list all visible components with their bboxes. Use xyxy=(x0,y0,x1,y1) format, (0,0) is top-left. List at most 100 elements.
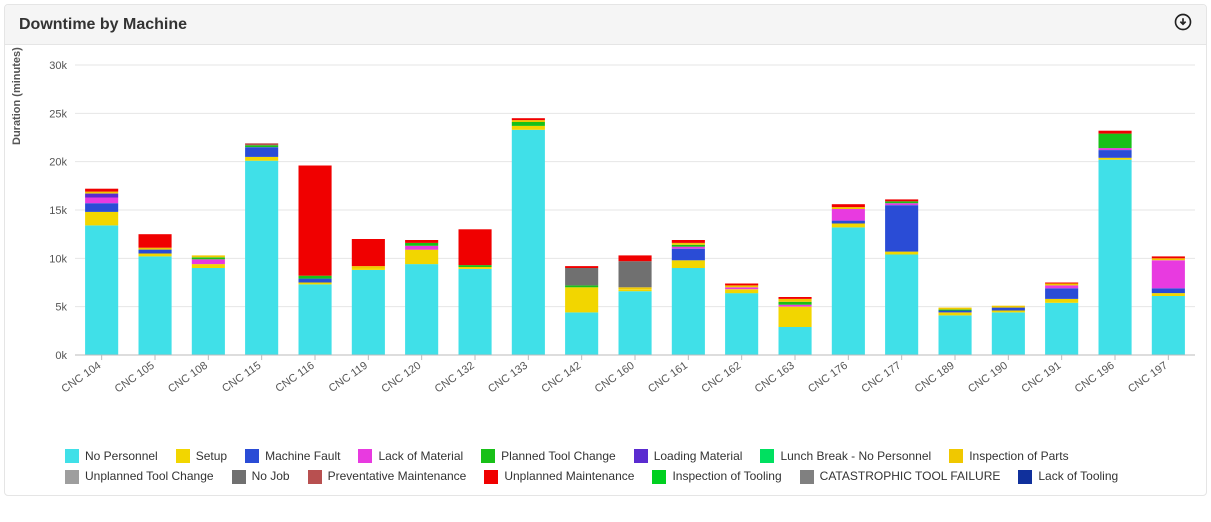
bar-segment[interactable] xyxy=(672,247,705,249)
bar-segment[interactable] xyxy=(512,122,545,126)
bar-segment[interactable] xyxy=(832,221,865,224)
bar-segment[interactable] xyxy=(885,252,918,255)
bar-segment[interactable] xyxy=(885,201,918,203)
bar-segment[interactable] xyxy=(512,130,545,355)
bar-segment[interactable] xyxy=(1045,299,1078,303)
bar-segment[interactable] xyxy=(779,299,812,302)
legend-item[interactable]: Setup xyxy=(176,446,227,466)
bar-segment[interactable] xyxy=(192,257,225,259)
bar-segment[interactable] xyxy=(619,289,652,291)
bar-segment[interactable] xyxy=(459,267,492,269)
bar-segment[interactable] xyxy=(565,287,598,312)
bar-segment[interactable] xyxy=(1045,283,1078,284)
bar-segment[interactable] xyxy=(1099,160,1132,355)
bar-segment[interactable] xyxy=(619,261,652,287)
bar-segment[interactable] xyxy=(1152,258,1185,260)
bar-segment[interactable] xyxy=(992,311,1025,313)
bar-segment[interactable] xyxy=(1045,285,1078,288)
bar-segment[interactable] xyxy=(672,240,705,243)
bar-segment[interactable] xyxy=(405,264,438,355)
bar-segment[interactable] xyxy=(1152,293,1185,296)
bar-segment[interactable] xyxy=(939,315,972,355)
bar-segment[interactable] xyxy=(512,118,545,120)
bar-segment[interactable] xyxy=(1152,296,1185,355)
bar-segment[interactable] xyxy=(939,313,972,316)
bar-segment[interactable] xyxy=(1099,131,1132,134)
bar-segment[interactable] xyxy=(192,259,225,264)
bar-segment[interactable] xyxy=(405,243,438,246)
bar-segment[interactable] xyxy=(299,284,332,355)
bar-segment[interactable] xyxy=(139,256,172,355)
bar-segment[interactable] xyxy=(672,268,705,355)
bar-segment[interactable] xyxy=(139,234,172,248)
bar-segment[interactable] xyxy=(565,285,598,287)
bar-segment[interactable] xyxy=(192,264,225,268)
bar-segment[interactable] xyxy=(1045,284,1078,286)
bar-segment[interactable] xyxy=(192,255,225,257)
bar-segment[interactable] xyxy=(885,255,918,356)
bar-segment[interactable] xyxy=(85,212,118,226)
bar-segment[interactable] xyxy=(619,255,652,261)
bar-segment[interactable] xyxy=(405,246,438,250)
bar-segment[interactable] xyxy=(139,250,172,254)
legend-item[interactable]: Lunch Break - No Personnel xyxy=(760,446,931,466)
bar-segment[interactable] xyxy=(1152,256,1185,258)
bar-segment[interactable] xyxy=(725,284,758,286)
bar-segment[interactable] xyxy=(1152,260,1185,288)
bar-segment[interactable] xyxy=(1045,303,1078,355)
bar-segment[interactable] xyxy=(832,209,865,221)
bar-segment[interactable] xyxy=(779,297,812,299)
bar-segment[interactable] xyxy=(512,126,545,130)
bar-segment[interactable] xyxy=(832,224,865,228)
bar-segment[interactable] xyxy=(672,249,705,261)
bar-segment[interactable] xyxy=(885,205,918,251)
bar-segment[interactable] xyxy=(725,285,758,287)
bar-segment[interactable] xyxy=(85,189,118,192)
bar-segment[interactable] xyxy=(565,266,598,268)
bar-segment[interactable] xyxy=(512,120,545,122)
bar-segment[interactable] xyxy=(832,207,865,209)
legend-item[interactable]: Unplanned Maintenance xyxy=(484,466,634,486)
bar-segment[interactable] xyxy=(939,311,972,313)
legend-item[interactable]: No Personnel xyxy=(65,446,158,466)
bar-segment[interactable] xyxy=(85,194,118,198)
bar-segment[interactable] xyxy=(779,305,812,307)
bar-segment[interactable] xyxy=(672,260,705,268)
bar-segment[interactable] xyxy=(939,308,972,310)
bar-segment[interactable] xyxy=(85,192,118,194)
bar-segment[interactable] xyxy=(85,226,118,356)
legend-item[interactable]: Inspection of Parts xyxy=(949,446,1068,466)
bar-segment[interactable] xyxy=(939,310,972,311)
bar-segment[interactable] xyxy=(192,268,225,355)
legend-item[interactable]: CATASTROPHIC TOOL FAILURE xyxy=(800,466,1001,486)
bar-segment[interactable] xyxy=(619,287,652,289)
bar-segment[interactable] xyxy=(885,199,918,201)
bar-segment[interactable] xyxy=(672,245,705,247)
bar-segment[interactable] xyxy=(245,143,278,145)
bar-segment[interactable] xyxy=(352,268,385,270)
legend-item[interactable]: Planned Tool Change xyxy=(481,446,616,466)
bar-segment[interactable] xyxy=(459,265,492,267)
bar-segment[interactable] xyxy=(245,145,278,147)
bar-segment[interactable] xyxy=(245,147,278,157)
bar-segment[interactable] xyxy=(992,306,1025,308)
bar-segment[interactable] xyxy=(85,203,118,212)
bar-segment[interactable] xyxy=(405,240,438,243)
legend-item[interactable]: No Job xyxy=(232,466,290,486)
bar-segment[interactable] xyxy=(1099,134,1132,149)
bar-segment[interactable] xyxy=(725,289,758,293)
bar-segment[interactable] xyxy=(299,166,332,276)
bar-segment[interactable] xyxy=(405,250,438,265)
legend-item[interactable]: Unplanned Tool Change xyxy=(65,466,214,486)
bar-segment[interactable] xyxy=(85,197,118,203)
bar-segment[interactable] xyxy=(299,283,332,285)
bar-segment[interactable] xyxy=(139,248,172,250)
bar-segment[interactable] xyxy=(779,327,812,355)
bar-segment[interactable] xyxy=(832,204,865,207)
bar-segment[interactable] xyxy=(245,161,278,355)
bar-segment[interactable] xyxy=(565,313,598,356)
bar-segment[interactable] xyxy=(725,287,758,289)
bar-segment[interactable] xyxy=(779,302,812,305)
bar-segment[interactable] xyxy=(619,291,652,355)
legend-item[interactable]: Preventative Maintenance xyxy=(308,466,467,486)
